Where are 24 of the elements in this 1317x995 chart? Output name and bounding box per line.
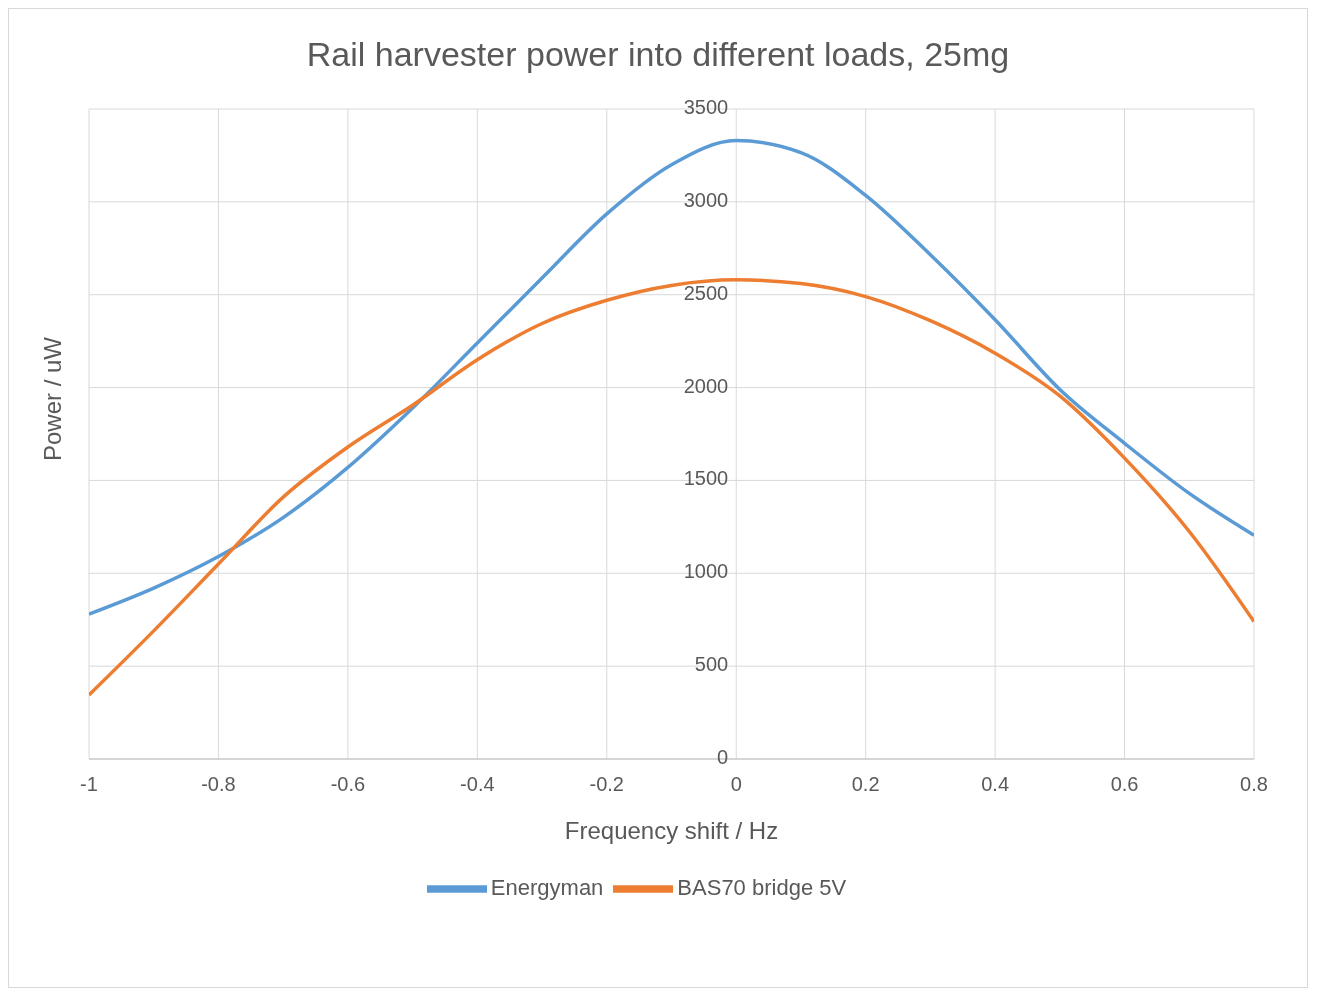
x-tick-label: -1: [80, 773, 98, 796]
y-tick-label: 3500: [683, 96, 729, 118]
y-tick-label: 0: [717, 746, 729, 768]
chart-title: Rail harvester power into different loads, 25mg: [305, 34, 1011, 75]
x-tick-label: 0.6: [1110, 773, 1139, 796]
line-series: [89, 278, 1254, 697]
x-axis-title: Frequency shift / Hz: [564, 817, 779, 844]
y-tick-label: 2500: [683, 281, 729, 304]
line-series: [89, 138, 1254, 616]
y-tick-label: 3000: [683, 188, 729, 211]
x-tick-label: -0.2: [589, 773, 625, 796]
x-tick-label: -0.4: [460, 773, 495, 796]
legend-label: BAS70 bridge 5V: [677, 874, 847, 900]
legend-label: Energyman: [490, 874, 604, 900]
y-axis-title: Power / uW: [39, 336, 67, 462]
y-tick-label: 500: [694, 653, 729, 676]
y-tick-label: 2000: [683, 374, 729, 397]
x-tick-label: -0.8: [201, 773, 236, 796]
y-tick-label: 1000: [683, 560, 729, 583]
x-tick-label: 0.8: [1240, 773, 1268, 796]
x-tick-label: 0.2: [851, 773, 880, 796]
x-tick-label: 0.4: [981, 773, 1010, 796]
x-tick-label: -0.6: [330, 773, 366, 796]
y-tick-label: 1500: [683, 467, 729, 490]
